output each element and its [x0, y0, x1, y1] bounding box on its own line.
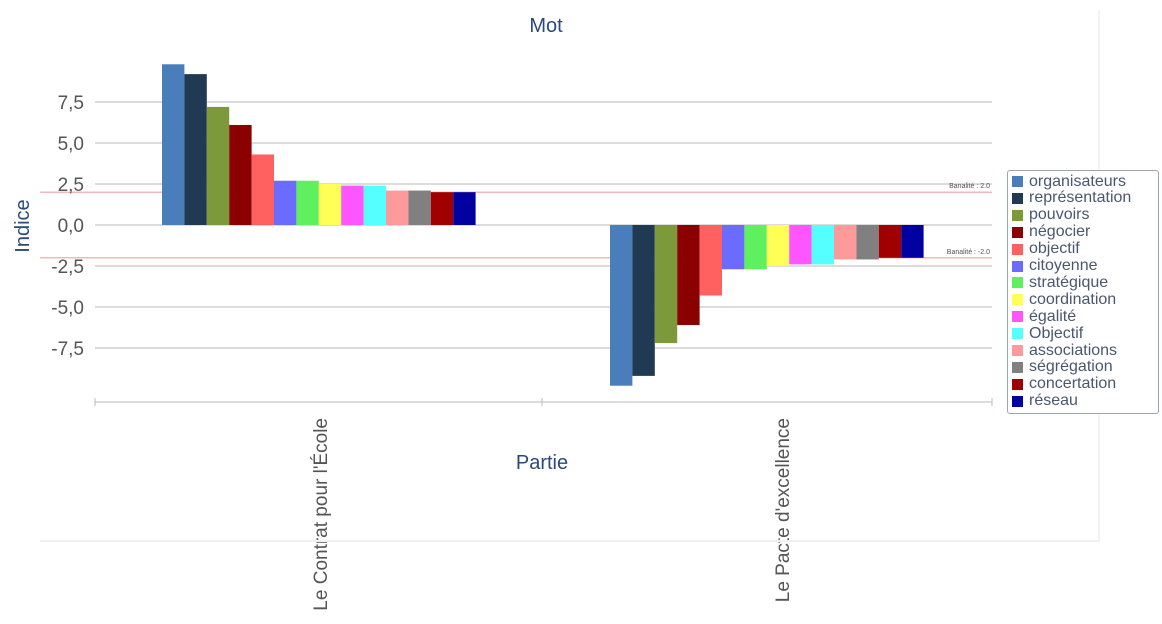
bar — [386, 190, 409, 225]
bar — [363, 185, 386, 225]
legend-item: coordination — [1012, 291, 1116, 308]
reference-line-label: Banalité : -2.0 — [947, 249, 990, 256]
bar — [901, 225, 924, 258]
bar — [722, 225, 745, 270]
bar — [453, 192, 476, 225]
legend-swatch — [1012, 345, 1023, 356]
legend-item: objectif — [1012, 241, 1080, 258]
legend-item: égalité — [1012, 308, 1076, 325]
legend-swatch — [1012, 294, 1023, 306]
x-tick-label: Le Contrat pour l'École — [311, 418, 332, 611]
y-tick-label: 0,0 — [58, 216, 84, 237]
bar — [184, 74, 207, 226]
bar — [744, 225, 767, 270]
bar — [251, 154, 274, 225]
y-axis-label: Indice — [12, 199, 34, 252]
bar — [430, 192, 454, 225]
bar — [856, 225, 879, 260]
reference-line-label: Banalité : 2.0 — [949, 183, 990, 190]
legend-label: représentation — [1029, 189, 1132, 207]
legend-label: objectif — [1029, 240, 1080, 258]
bar — [341, 185, 364, 225]
legend-swatch — [1012, 260, 1023, 272]
bar — [296, 180, 319, 225]
panel-bottom-edge — [40, 540, 1100, 542]
bar — [878, 225, 902, 258]
y-tick-label: 5,0 — [58, 134, 84, 155]
legend-label: Objectif — [1029, 324, 1084, 342]
legend-label: égalité — [1029, 307, 1077, 325]
legend-item: concertation — [1012, 376, 1116, 393]
legend-item: réseau — [1012, 393, 1078, 410]
y-tick-label: 2,5 — [58, 175, 84, 196]
y-tick-label: -5,0 — [51, 298, 84, 319]
y-tick-label: -7,5 — [51, 339, 84, 360]
legend-swatch — [1012, 226, 1023, 238]
legend-swatch — [1012, 395, 1023, 407]
legend-item: négocier — [1012, 224, 1090, 241]
legend-swatch — [1012, 361, 1023, 373]
bar — [677, 225, 700, 326]
bar — [834, 225, 857, 260]
legend-label: stratégique — [1029, 273, 1109, 291]
legend-swatch — [1012, 209, 1023, 221]
bar — [229, 124, 252, 225]
legend-item: organisateurs — [1012, 173, 1126, 190]
legend-swatch — [1012, 378, 1023, 390]
legend-label: concertation — [1029, 375, 1117, 393]
legend-label: coordination — [1029, 290, 1117, 308]
bar — [789, 225, 812, 265]
legend-item: pouvoirs — [1012, 207, 1089, 224]
bar — [206, 106, 230, 225]
legend-swatch — [1012, 311, 1023, 323]
x-axis-label: Partie — [516, 452, 568, 474]
legend-swatch — [1012, 277, 1023, 289]
bar — [610, 225, 633, 386]
bar — [654, 225, 678, 344]
chart-title: Mot — [529, 15, 563, 37]
legend-label: pouvoirs — [1029, 206, 1090, 224]
legend-swatch — [1012, 243, 1023, 255]
legend-item: Objectif — [1012, 325, 1083, 342]
bar — [318, 184, 342, 225]
chart-legend: organisateurs représentation pouvoirs négoc… — [1007, 170, 1159, 414]
legend-item: citoyenne — [1012, 258, 1098, 275]
legend-label: organisateurs — [1029, 172, 1126, 190]
legend-item: représentation — [1012, 190, 1131, 207]
legend-label: associations — [1029, 341, 1118, 359]
bar — [408, 190, 431, 225]
legend-swatch — [1012, 176, 1023, 187]
axes: 7,5 5,0 2,5 0,0 -2,5 -5,0 -7,5 Le Contrat pour … — [51, 93, 993, 611]
legend-item: associations — [1012, 342, 1117, 359]
bars — [162, 64, 924, 386]
legend-item: stratégique — [1012, 274, 1108, 291]
y-tick-label: 7,5 — [58, 93, 84, 114]
legend-label: négocier — [1029, 223, 1091, 241]
legend-swatch — [1012, 328, 1023, 340]
legend-label: réseau — [1029, 392, 1078, 410]
legend-swatch — [1012, 192, 1023, 204]
legend-label: citoyenne — [1029, 257, 1098, 274]
bar — [811, 225, 834, 265]
bar — [162, 64, 185, 225]
bar — [632, 225, 655, 376]
y-tick-label: -2,5 — [51, 257, 84, 278]
legend-item: ségrégation — [1012, 359, 1113, 376]
bar — [274, 180, 297, 225]
bar — [699, 225, 722, 296]
legend-label: ségrégation — [1029, 358, 1113, 376]
bar — [766, 225, 790, 266]
x-tick-label: Le Pacte d'excellence — [773, 418, 794, 602]
